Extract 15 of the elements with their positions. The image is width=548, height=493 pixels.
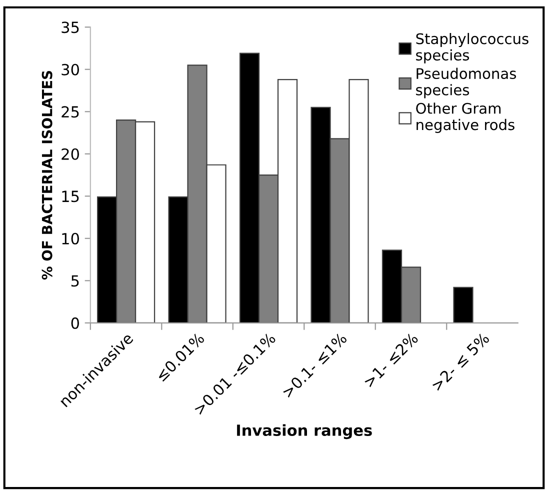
y-tick-label: 20 [62,148,79,160]
bar [453,286,474,323]
y-tick-label: 25 [62,106,79,118]
y-axis-title: % OF BACTERIAL ISOLATES [42,70,52,280]
legend-label: Pseudomonas species [416,68,516,98]
y-tick-label: 5 [71,275,79,287]
y-tick-label: 30 [62,64,79,76]
x-axis-title: Invasion ranges [237,424,372,440]
y-tick-label: 35 [62,22,79,34]
y-tick-label: 0 [71,317,79,329]
legend-label: Other Gram negative rods [416,102,514,134]
y-tick-label: 15 [62,190,79,202]
x-tick-label: >2- ≤ 5% [430,332,490,392]
y-tick-label: 10 [62,232,79,244]
legend-label: Staphylococcus species [416,32,528,64]
